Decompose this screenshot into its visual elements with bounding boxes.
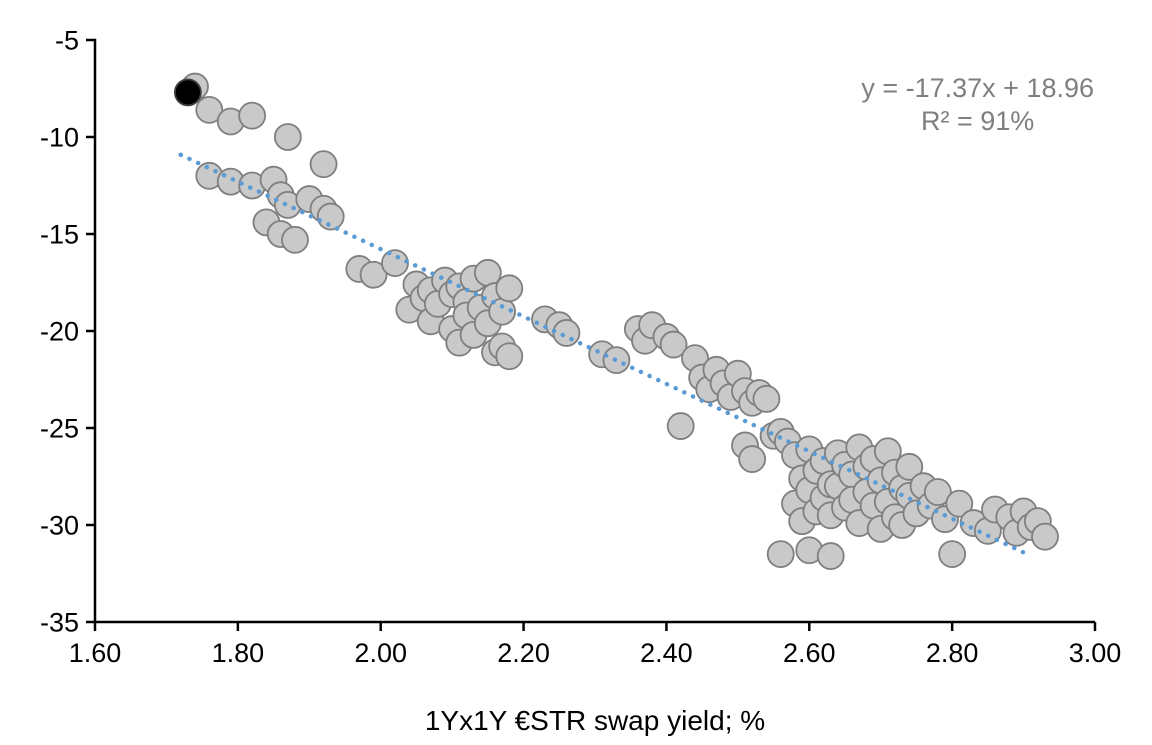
x-tick-label: 2.80 (926, 638, 979, 668)
scatter-point (281, 225, 309, 254)
trendline (178, 152, 1033, 559)
scatter-point (945, 489, 974, 518)
scatter-point (752, 384, 781, 413)
scatter-point (273, 123, 302, 151)
scatter-point (1031, 522, 1059, 551)
x-tick-label: 2.00 (354, 638, 407, 668)
scatter-point (738, 445, 767, 473)
x-tick-label: 3.00 (1069, 638, 1122, 668)
scatter-point (938, 540, 967, 568)
scatter-point (659, 330, 688, 359)
x-axis-title: 1Yx1Y €STR swap yield; % (424, 705, 766, 736)
scatter-point (316, 202, 345, 231)
highlight-point (173, 78, 202, 107)
scatter-point (309, 150, 338, 179)
scatter-point (238, 101, 267, 130)
x-tick-label: 1.80 (212, 638, 265, 668)
equation-text: y = -17.37x + 18.96 (861, 73, 1094, 103)
scatter-point (381, 249, 409, 278)
x-tick-label: 2.20 (497, 638, 550, 668)
y-tick-label: -20 (40, 316, 79, 346)
scatter-point (666, 412, 695, 440)
y-tick-label: -15 (40, 219, 79, 249)
scatter-point (923, 478, 952, 506)
scatter-point (766, 540, 795, 568)
scatter-point (495, 274, 524, 303)
x-tick-label: 1.60 (69, 638, 122, 668)
trendline-annotation: y = -17.37x + 18.96 R² = 91% (861, 72, 1094, 138)
y-tick-label: -30 (40, 510, 79, 540)
y-tick-label: -5 (55, 25, 79, 55)
y-tick-label: -35 (40, 607, 79, 637)
x-tick-label: 2.40 (640, 638, 693, 668)
scatter-point (495, 342, 524, 371)
scatter-point (195, 95, 224, 124)
x-tick-label: 2.60 (783, 638, 836, 668)
scatter-point (895, 452, 924, 481)
y-tick-label: -10 (40, 122, 79, 152)
scatter-point (359, 260, 388, 289)
y-tick-label: -25 (40, 413, 79, 443)
scatter-point (816, 542, 845, 570)
scatter-point (552, 319, 581, 347)
r-squared-text: R² = 91% (921, 105, 1035, 136)
